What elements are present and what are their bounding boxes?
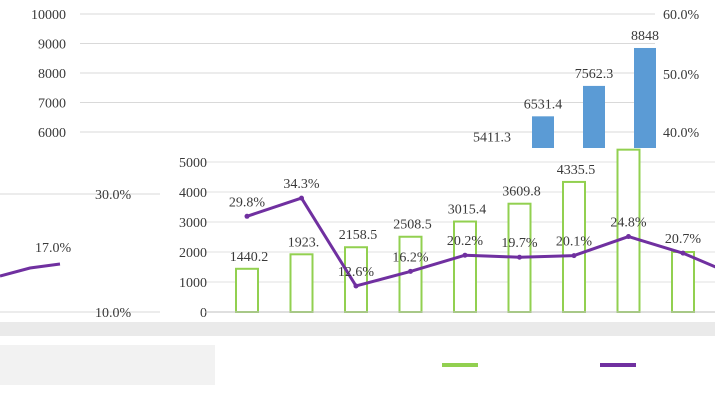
overlay-line-point (462, 252, 468, 258)
overlay-line-label: 20.2% (447, 234, 484, 249)
overlay-line-point (680, 250, 686, 256)
overlay-line-label: 16.2% (392, 250, 429, 265)
overlay-line-label: 19.7% (501, 236, 538, 251)
left-tick-label: 8000 (38, 67, 66, 82)
bar (583, 85, 605, 148)
overlay-bar (616, 148, 641, 313)
bar (532, 116, 554, 148)
left-panel-line (0, 262, 61, 278)
left-panel-tick-label: 30.0% (95, 188, 132, 203)
overlay-line-label: 34.3% (283, 177, 320, 192)
overlay-tick-label: 0 (200, 306, 207, 321)
axes-layer: 10000900080007000600060.0%50.0%40.0%5000… (0, 8, 715, 385)
overlay-bar-label: 2158.5 (339, 228, 378, 243)
right-tick-label: 50.0% (663, 68, 700, 83)
left-panel-tick-label: 10.0% (95, 306, 132, 321)
overlay-bar (235, 267, 259, 314)
left-tick-label: 7000 (38, 97, 66, 112)
overlay-bar (289, 253, 314, 313)
category-strip (0, 322, 715, 336)
overlay-line-point (517, 254, 522, 260)
overlay-line-point (299, 195, 304, 201)
overlay-bar-label: 3015.4 (448, 203, 487, 218)
overlay-line (0, 195, 715, 289)
bar (634, 47, 656, 148)
overlay-line-point (408, 268, 413, 274)
overlay-bar-label: 2508.5 (393, 218, 432, 233)
overlay-bars (235, 148, 695, 314)
labels-layer: 5411.3 6531.4 7562.3 8848 1440.2 1923. 2158.5 2… (229, 29, 702, 280)
overlay-tick-label: 5000 (179, 156, 207, 171)
overlay-line-point (244, 213, 250, 219)
left-tick-label: 10000 (31, 8, 66, 23)
overlay-line-label: 12.6% (338, 265, 375, 280)
main-bars (532, 47, 656, 148)
overlay-bar-label: 4335.5 (557, 163, 596, 178)
bar-value-label: 8848 (631, 29, 659, 44)
overlay-line-label: 20.7% (665, 232, 702, 247)
overlay-bar (671, 251, 695, 313)
overlay-bar-label: 1923. (288, 235, 320, 250)
overlay-bar-label: 3609.8 (502, 185, 541, 200)
overlay-line-point (626, 234, 631, 240)
bar-value-label: 6531.4 (524, 97, 563, 112)
overlay-line-point (571, 253, 577, 259)
left-tick-label: 9000 (38, 38, 66, 53)
overlay-tick-label: 3000 (179, 216, 207, 231)
overlay-line-label: 24.8% (610, 216, 647, 231)
overlay-line-point (353, 283, 359, 289)
overlay-bar-label: 1440.2 (230, 250, 269, 265)
left-panel-tick-label: 17.0% (35, 241, 72, 256)
overlay-line-path (246, 196, 715, 288)
overlay-tick-label: 2000 (179, 246, 207, 261)
right-tick-label: 60.0% (663, 8, 700, 23)
overlay-line-label: 20.1% (556, 235, 593, 250)
lower-left-strip (0, 345, 215, 385)
overlay-line-label: 29.8% (229, 195, 266, 210)
overlay-tick-label: 4000 (179, 186, 207, 201)
right-tick-label: 40.0% (663, 126, 700, 141)
left-tick-label: 6000 (38, 126, 66, 141)
overlay-tick-label: 1000 (179, 276, 207, 291)
bar-value-label: 7562.3 (575, 67, 614, 82)
bar-value-label: 5411.3 (473, 130, 511, 145)
